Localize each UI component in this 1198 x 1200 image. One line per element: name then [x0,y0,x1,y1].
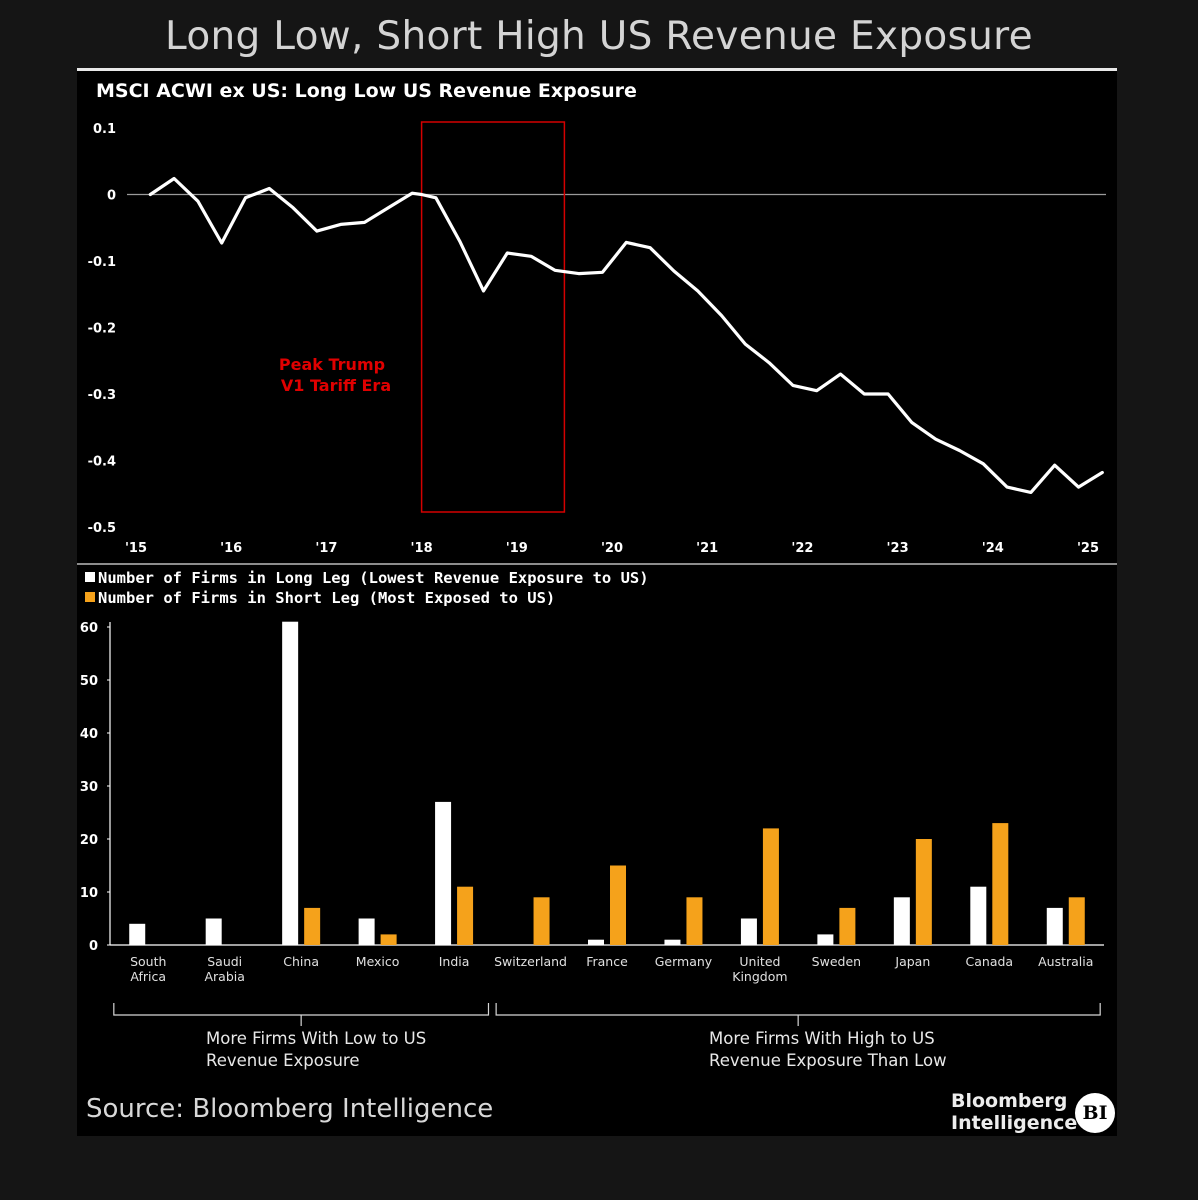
bar-category-label: Arabia [204,969,244,984]
bar-category-label: United [739,954,780,969]
long-leg-bar [129,923,146,945]
bar-category-label: India [439,954,470,969]
bar-y-tick-label: 50 [80,674,98,689]
bar-category-label: Australia [1038,954,1093,969]
line-y-tick-label: -0.5 [88,521,116,536]
bar-category-label: Africa [130,969,166,984]
group-label-line1: More Firms With Low to US [206,1029,426,1048]
legend-long-swatch [85,572,95,582]
bar-category-label: Switzerland [494,954,567,969]
bar-y-tick-label: 20 [80,833,98,848]
bar-category-label: Japan [894,954,930,969]
long-leg-bar [282,621,299,945]
bi-logo-icon: BI [1075,1093,1115,1133]
group-label-line2: Revenue Exposure Than Low [709,1051,947,1070]
line-y-tick-label: -0.4 [88,455,116,470]
bar-category-label: Saudi [207,954,242,969]
bar-category-label: Canada [966,954,1014,969]
long-leg-bar [588,939,604,945]
chart-panel [77,68,1117,1136]
annotation-line1: Peak Trump [279,355,385,374]
line-y-tick-label: -0.1 [88,255,116,270]
bar-y-tick-label: 40 [80,727,98,742]
line-x-tick-label: '16 [220,541,242,556]
line-y-tick-label: -0.3 [88,388,116,403]
line-x-tick-label: '24 [982,541,1004,556]
short-leg-bar [533,897,550,945]
line-y-tick-label: 0 [107,189,116,204]
bar-y-tick-label: 10 [80,886,98,901]
line-x-tick-label: '15 [125,541,147,556]
page-title: Long Low, Short High US Revenue Exposure [165,14,1033,59]
source-note: Source: Bloomberg Intelligence [86,1094,494,1124]
long-leg-bar [435,801,452,945]
line-x-tick-label: '22 [791,541,813,556]
bar-category-label: Kingdom [732,969,787,984]
exposure-line [148,176,1104,494]
bar-category-label: Mexico [356,954,400,969]
group-bracket [495,1003,1101,1026]
line-y-tick-label: -0.2 [88,322,116,337]
short-leg-bar [992,823,1009,945]
short-leg-bar [1068,897,1085,945]
group-bracket [113,1003,490,1026]
long-leg-bar [205,918,222,945]
line-x-tick-label: '21 [696,541,718,556]
bar-category-label: China [283,954,319,969]
long-leg-bar [817,934,834,945]
line-x-tick-label: '25 [1077,541,1099,556]
line-x-tick-label: '19 [506,541,528,556]
bar-category-label: Sweden [812,954,861,969]
short-leg-bar [457,886,474,945]
bar-category-label: South [130,954,166,969]
bar-category-label: France [586,954,628,969]
short-leg-bar [762,828,779,945]
brand-line1: Bloomberg [951,1090,1068,1112]
group-label-line1: More Firms With High to US [709,1029,935,1048]
bar-y-tick-label: 30 [80,780,98,795]
short-leg-bar [839,907,856,945]
bar-y-tick-label: 0 [89,939,98,954]
short-leg-bar [915,839,932,945]
brand-line2: Intelligence [951,1112,1078,1134]
long-leg-bar [1046,907,1063,945]
bar-category-label: Germany [655,954,713,969]
short-leg-bar [304,907,321,945]
long-leg-bar [664,939,681,945]
line-x-tick-label: '17 [315,541,337,556]
short-leg-bar [380,934,397,945]
line-chart-title: MSCI ACWI ex US: Long Low US Revenue Exp… [96,80,637,102]
legend-short-swatch [85,592,95,602]
bar-y-tick-label: 60 [80,621,98,636]
long-leg-bar [893,897,910,945]
legend-long-label: Number of Firms in Long Leg (Lowest Reve… [98,569,649,587]
legend-short-label: Number of Firms in Short Leg (Most Expos… [98,589,555,607]
short-leg-bar [610,865,626,945]
line-x-tick-label: '20 [601,541,623,556]
line-x-tick-label: '18 [411,541,433,556]
line-y-tick-label: 0.1 [93,122,116,137]
group-label-line2: Revenue Exposure [206,1051,360,1070]
tariff-era-box [420,121,566,513]
annotation-line2: V1 Tariff Era [281,376,391,395]
short-leg-bar [686,897,703,945]
long-leg-bar [740,918,757,945]
long-leg-bar [970,886,987,945]
line-x-tick-label: '23 [887,541,909,556]
brand-name: Bloomberg Intelligence [951,1090,1077,1134]
long-leg-bar [358,918,375,945]
